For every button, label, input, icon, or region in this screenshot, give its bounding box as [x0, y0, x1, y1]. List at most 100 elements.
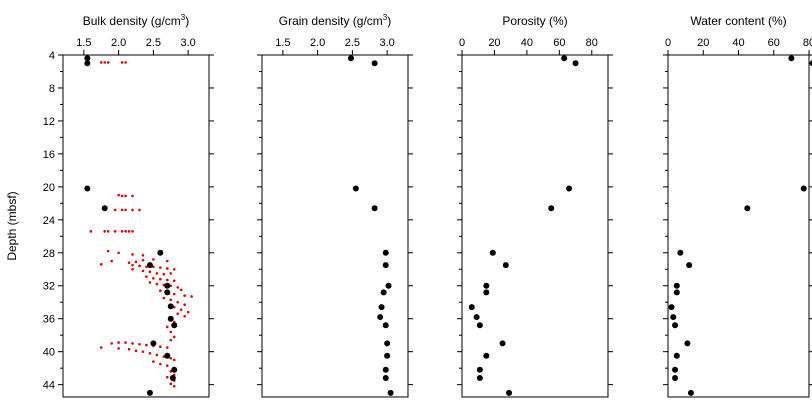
- panel-4-title: Water content (%): [690, 14, 786, 28]
- panel-1-black-point: [171, 366, 178, 373]
- panel-1-bulk-density-g-cm: Bulk density (g/cm3) 1.5 2.0 2.5 3.0 4 8 12 16 20…: [5, 13, 214, 398]
- panel-1-title-text: Bulk density (g/cm: [83, 14, 181, 28]
- panel-4-black-point: [670, 314, 677, 321]
- panel-1-red-point: [165, 346, 169, 349]
- panel-3-black-point: [468, 304, 475, 311]
- panel-1-red-point: [169, 330, 173, 334]
- panel-1-red-point: [159, 266, 162, 269]
- panel-1-red-point: [134, 349, 138, 353]
- panel-1-red-point: [186, 310, 190, 314]
- panel-1-red-point: [120, 61, 124, 64]
- panel-1-red-point: [148, 352, 152, 355]
- panel-3-porosity: Porosity (%) 0 20 40 60 80: [457, 14, 613, 398]
- panel-4-black-point: [684, 340, 691, 347]
- panel-1-red-point: [169, 356, 173, 360]
- panel-1-red-point: [176, 312, 180, 316]
- panel-1-red-point: [176, 300, 180, 304]
- panel-1-red-point: [152, 258, 155, 261]
- panel-1-red-point: [141, 253, 145, 257]
- panel-1-red-point: [113, 208, 117, 212]
- panel-3-black-point: [473, 314, 480, 321]
- panel-1-title: Bulk density (g/cm3): [83, 13, 190, 28]
- panel-4-black-point: [673, 282, 680, 289]
- panel-1-red-point: [110, 342, 113, 345]
- panel-1-red-point: [134, 260, 138, 264]
- panel-2-black-point: [387, 389, 394, 396]
- panel-1-red-point: [99, 263, 103, 266]
- panel-4-water-content: Water content (%) 0 20 40 60 80: [663, 14, 812, 398]
- panel-1-black-point: [167, 303, 174, 310]
- panel-1-y-tick-label: 8: [49, 83, 55, 95]
- panel-1-black-point: [164, 282, 171, 289]
- panel-1-red-point: [138, 208, 141, 212]
- panel-1-red-point: [127, 261, 131, 264]
- panel-1-red-point: [103, 230, 107, 233]
- panel-1-black-point: [84, 55, 91, 62]
- panel-3-title: Porosity (%): [502, 14, 567, 28]
- panel-1-red-point: [138, 264, 141, 268]
- panel-4-title-text: Water content (%): [690, 14, 786, 28]
- panel-1-red-point: [169, 298, 173, 302]
- panel-1-red-point: [110, 259, 113, 263]
- panel-1-red-point: [138, 342, 141, 346]
- panel-1-red-point: [183, 314, 186, 318]
- panel-2-x-tick-label: 2.0: [310, 37, 325, 49]
- panel-3-black-point: [476, 322, 483, 329]
- panel-1-black-point: [84, 185, 91, 192]
- panel-1-red-point: [141, 269, 145, 273]
- panel-3-black-point: [483, 289, 490, 296]
- panel-1-red-point: [183, 303, 186, 307]
- panel-4-black-point: [686, 262, 693, 269]
- panel-1-red-point: [165, 267, 169, 270]
- panel-1-red-point: [106, 249, 110, 253]
- panel-3-black-point: [572, 60, 579, 67]
- panel-1-red-point: [145, 343, 148, 347]
- panel-2-plot-frame: [261, 54, 409, 398]
- panel-1-red-point: [169, 382, 173, 386]
- panel-1-black-point: [101, 205, 108, 212]
- panel-4-black-point: [744, 205, 751, 212]
- panel-1-y-tick-label: 12: [43, 116, 55, 128]
- panel-4-x-tick-label: 0: [665, 37, 671, 49]
- panel-1-x-tick-label: 1.5: [76, 37, 91, 49]
- panel-4-black-point: [668, 304, 675, 311]
- panel-1-red-point: [162, 272, 166, 276]
- panel-2-black-point: [378, 304, 385, 311]
- panel-1-red-point: [99, 61, 103, 64]
- panel-1-red-point: [124, 230, 127, 233]
- panel-1-red-point: [179, 288, 183, 292]
- panel-1-red-point: [117, 341, 120, 344]
- panel-1-red-point: [117, 251, 120, 255]
- panel-1-red-point: [120, 194, 124, 198]
- panel-1-red-point: [117, 193, 120, 197]
- panel-1-red-point: [89, 230, 93, 233]
- panel-2-black-point: [380, 289, 387, 296]
- panel-2-black-point: [382, 322, 389, 329]
- panel-3-black-point: [489, 249, 496, 256]
- panel-1-red-point: [162, 296, 166, 300]
- panel-1-red-point: [155, 353, 159, 357]
- panel-3-plot-frame: [461, 54, 609, 398]
- panel-1-red-point: [131, 342, 134, 345]
- panel-4-black-point: [788, 55, 795, 62]
- panel-2-title-text: Grain density (g/cm: [279, 14, 383, 28]
- panel-1-black-point: [164, 289, 171, 296]
- panel-1-red-point: [131, 263, 134, 267]
- panel-1-red-point: [127, 347, 131, 351]
- panel-1-red-point: [159, 289, 162, 292]
- panel-1-red-point: [159, 362, 162, 366]
- panel-1-plot-frame: [62, 54, 210, 398]
- panel-1-red-point: [145, 275, 148, 278]
- panel-1-red-point: [120, 230, 124, 233]
- panel-4-x-tick-label: 80: [803, 37, 812, 49]
- panel-1-y-tick-label: 28: [43, 248, 55, 260]
- panel-1-black-point: [146, 389, 153, 396]
- panel-1-red-point: [169, 272, 173, 275]
- panel-1-black-point: [167, 315, 174, 322]
- panel-1-red-point: [183, 294, 186, 297]
- panel-1-red-point: [131, 194, 134, 198]
- panel-4-black-point: [672, 322, 679, 329]
- panel-2-grain-density-g-cm: Grain density (g/cm3) 1.5 2.0 2.5 3.0: [257, 13, 413, 398]
- panel-4-black-point: [672, 375, 679, 382]
